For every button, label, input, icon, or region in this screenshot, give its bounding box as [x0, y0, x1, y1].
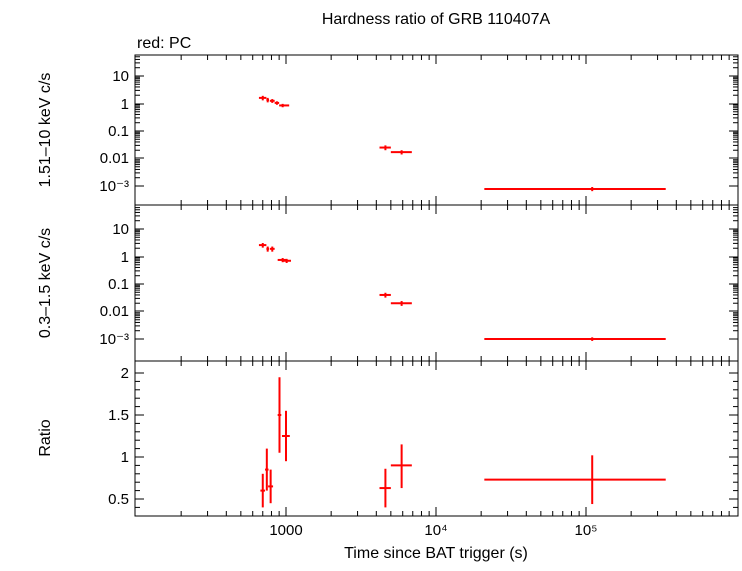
- y-tick-label: 0.1: [108, 276, 129, 293]
- x-tick-label: 10⁵: [575, 522, 598, 539]
- data-point: [260, 473, 266, 508]
- data-point: [265, 448, 269, 491]
- data-point: [484, 337, 666, 341]
- y-tick-label: 10: [112, 68, 129, 85]
- y-tick-label: 0.1: [108, 123, 129, 140]
- y-axis-label: 0.3–1.5 keV c/s: [37, 228, 54, 338]
- data-point: [266, 97, 269, 103]
- panel-2: 0.3–1.5 keV c/s 10 1 0.1 0.01 10⁻³: [37, 204, 739, 362]
- data-series: [260, 377, 666, 508]
- data-point: [379, 145, 391, 151]
- y-tick-label: 0.01: [100, 303, 129, 320]
- chart-subtitle: red: PC: [137, 35, 191, 52]
- chart-title: Hardness ratio of GRB 110407A: [322, 11, 551, 28]
- data-point: [281, 258, 292, 264]
- y-tick-label: 2: [121, 365, 129, 382]
- y-axis-label: 1.51–10 keV c/s: [37, 73, 54, 188]
- data-point: [274, 101, 280, 105]
- x-ticks: [180, 55, 730, 205]
- y-tick-label: 10: [112, 221, 129, 238]
- data-point: [281, 410, 290, 462]
- y-tick-label: 0.5: [108, 491, 129, 508]
- x-tick-label: 10⁴: [424, 522, 447, 539]
- y-axis-label: Ratio: [37, 419, 54, 456]
- x-tick-labels: 1000 10⁴ 10⁵: [269, 522, 597, 539]
- data-point: [484, 455, 666, 505]
- data-point: [390, 301, 412, 306]
- y-tick-label: 0.01: [100, 150, 129, 167]
- data-point: [379, 468, 391, 508]
- panel-frame: [134, 360, 739, 517]
- x-axis-label: Time since BAT trigger (s): [344, 545, 528, 562]
- x-ticks: [180, 205, 730, 361]
- x-ticks: [180, 361, 730, 516]
- data-series: [258, 95, 666, 192]
- panel-3: Ratio 2 1.5 1 0.5: [37, 360, 739, 517]
- y-tick-label: 1: [121, 449, 129, 466]
- data-point: [279, 103, 290, 108]
- data-point: [258, 242, 267, 248]
- data-point: [266, 246, 269, 252]
- y-tick-label: 1: [121, 96, 129, 113]
- y-ticks: 2 1.5 1 0.5: [108, 365, 738, 508]
- y-tick-label: 1.5: [108, 407, 129, 424]
- data-series: [258, 242, 666, 341]
- y-ticks: 10 1 0.1 0.01 10⁻³: [99, 56, 738, 195]
- data-point: [390, 150, 412, 155]
- panel-1: 1.51–10 keV c/s 10 1 0.1 0.01 10⁻³: [37, 54, 739, 206]
- x-tick-label: 1000: [269, 522, 302, 539]
- data-point: [269, 246, 275, 252]
- data-point: [390, 444, 412, 489]
- data-point: [268, 469, 274, 504]
- panel-frame: [134, 204, 739, 362]
- y-tick-label: 10⁻³: [99, 331, 129, 348]
- y-ticks: 10 1 0.1 0.01 10⁻³: [99, 207, 738, 348]
- data-point: [258, 95, 267, 101]
- data-point: [379, 292, 391, 298]
- y-tick-label: 10⁻³: [99, 178, 129, 195]
- data-point: [269, 99, 275, 103]
- data-point: [277, 377, 282, 453]
- data-point: [484, 186, 666, 192]
- panel-frame: [134, 54, 739, 206]
- y-tick-label: 1: [121, 249, 129, 266]
